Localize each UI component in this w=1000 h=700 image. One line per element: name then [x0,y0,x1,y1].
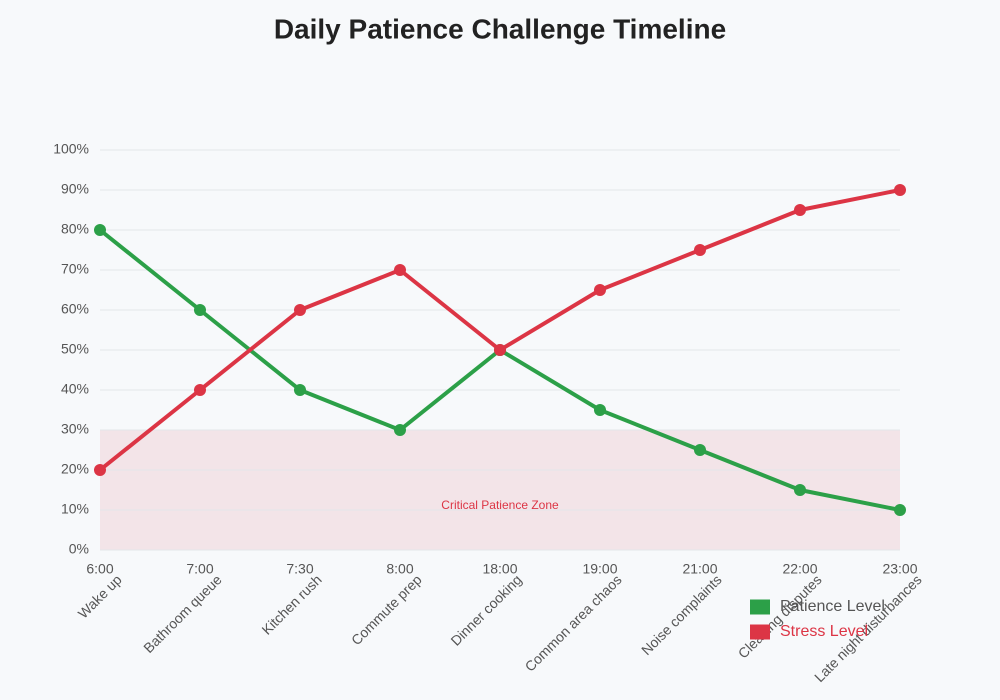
data-point [894,184,906,196]
legend-label: Stress Level [780,623,868,640]
y-tick-label: 100% [53,141,89,157]
legend-label: Patience Level [780,598,885,615]
y-tick-label: 30% [61,421,89,437]
y-tick-label: 60% [61,301,89,317]
y-tick-label: 0% [69,541,89,557]
y-tick-label: 70% [61,261,89,277]
activity-label: Common area chaos [522,571,625,674]
data-point [94,464,106,476]
data-point [94,224,106,236]
y-tick-label: 90% [61,181,89,197]
x-tick-label: 7:00 [186,561,213,577]
y-tick-label: 10% [61,501,89,517]
activity-label: Bathroom queue [140,571,225,656]
y-tick-label: 50% [61,341,89,357]
activity-label: Kitchen rush [258,571,324,637]
y-tick-label: 20% [61,461,89,477]
data-point [694,444,706,456]
data-point [494,344,506,356]
legend-swatch [750,599,770,615]
data-point [294,304,306,316]
x-tick-label: 7:30 [286,561,313,577]
x-tick-label: 18:00 [482,561,517,577]
x-tick-label: 21:00 [682,561,717,577]
x-tick-label: 8:00 [386,561,413,577]
activity-label: Cleaning disputes [735,571,825,661]
x-tick-label: 23:00 [882,561,917,577]
data-point [694,244,706,256]
data-point [194,384,206,396]
x-tick-label: 6:00 [86,561,113,577]
data-point [794,484,806,496]
data-point [394,264,406,276]
activity-label: Wake up [75,571,125,621]
data-point [294,384,306,396]
critical-zone [100,430,900,550]
data-point [194,304,206,316]
x-tick-label: 22:00 [782,561,817,577]
y-tick-label: 80% [61,221,89,237]
zone-label: Critical Patience Zone [441,498,559,512]
data-point [594,284,606,296]
data-point [594,404,606,416]
data-point [894,504,906,516]
activity-label: Commute prep [348,571,425,648]
data-point [394,424,406,436]
activity-label: Dinner cooking [447,571,524,648]
y-tick-label: 40% [61,381,89,397]
legend-swatch [750,624,770,640]
chart-title: Daily Patience Challenge Timeline [274,13,726,44]
x-tick-label: 19:00 [582,561,617,577]
data-point [794,204,806,216]
activity-label: Noise complaints [638,571,725,658]
series-line [98,188,901,472]
